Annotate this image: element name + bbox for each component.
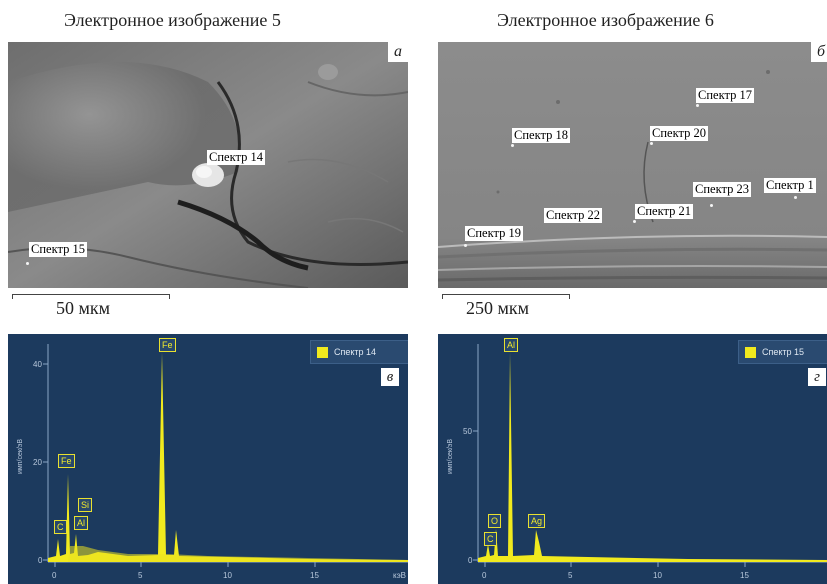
y-axis-label-15: имп/сек/эВ: [447, 439, 454, 474]
panel-corner-g: г: [808, 368, 826, 386]
y-tick-50: 50: [463, 427, 472, 436]
marker-spectrum-17: [696, 104, 699, 107]
peak-label-o-r: O: [488, 514, 502, 528]
x-tick-10: 10: [223, 571, 232, 580]
legend-15: Спектр 15: [738, 340, 827, 364]
legend-text-14: Спектр 14: [334, 347, 377, 357]
label-spectrum-20: Спектр 20: [650, 126, 708, 141]
spectrum-plot-15: 50 0 0 5 10 15 имп/сек/эВ: [447, 344, 827, 580]
x-unit-label: кэВ: [393, 571, 406, 580]
spectrum-panel-15: 50 0 0 5 10 15 имп/сек/эВ Спектр 15 г Al…: [438, 334, 827, 584]
scale-bar-6: [442, 294, 570, 299]
sem-image-5: а Спектр 14 Спектр 15: [8, 42, 408, 288]
peak-label-c-r: C: [484, 532, 497, 546]
peak-label-c: C: [54, 520, 67, 534]
y-tick-20: 20: [33, 458, 42, 467]
marker-spectrum-18: [511, 144, 514, 147]
label-spectrum-15: Спектр 15: [29, 242, 87, 257]
legend-text-15: Спектр 15: [762, 347, 805, 357]
peak-label-ag-r: Ag: [528, 514, 546, 528]
marker-spectrum-23: [710, 204, 713, 207]
image-title-6: Электронное изображение 6: [497, 10, 714, 30]
label-spectrum-18: Спектр 18: [512, 128, 570, 143]
legend-swatch-15: [745, 347, 756, 359]
y-tick-40: 40: [33, 360, 42, 369]
spectrum-panel-14: 40 20 0 0 5 10 15 кэВ имп/сек/эВ Спектр …: [8, 334, 408, 584]
label-spectrum-21: Спектр 21: [635, 204, 693, 219]
label-spectrum-17: Спектр 17: [696, 88, 754, 103]
spectrum-plot-14: 40 20 0 0 5 10 15 кэВ имп/сек/эВ: [17, 344, 408, 580]
label-spectrum-1: Спектр 1: [764, 178, 816, 193]
marker-spectrum-21: [633, 220, 636, 223]
sem-texture-6: [438, 42, 827, 288]
marker-spectrum-15: [26, 262, 29, 265]
label-spectrum-14: Спектр 14: [207, 150, 265, 165]
peak-label-al-r: Al: [504, 338, 519, 352]
spectrum-trace-14: [48, 352, 408, 562]
sem-image-6: б Спектр 17 Спектр 18 Спектр 20 Спектр 2…: [438, 42, 827, 288]
panel-corner-a: а: [388, 42, 408, 62]
x-tick-15: 15: [310, 571, 319, 580]
y-axis-label-14: имп/сек/эВ: [17, 439, 24, 474]
x-tick-5-r: 5: [568, 571, 573, 580]
label-spectrum-19: Спектр 19: [465, 226, 523, 241]
panel-corner-v: в: [381, 368, 399, 386]
y-tick-0-r: 0: [468, 556, 473, 565]
legend-14: Спектр 14: [310, 340, 408, 364]
x-tick-15-r: 15: [740, 571, 749, 580]
label-spectrum-22: Спектр 22: [544, 208, 602, 223]
legend-swatch-14: [317, 347, 328, 359]
x-tick-10-r: 10: [653, 571, 662, 580]
x-tick-0: 0: [52, 571, 57, 580]
peak-label-fe-low: Fe: [58, 454, 75, 468]
marker-spectrum-1: [794, 196, 797, 199]
image-title-5: Электронное изображение 5: [64, 10, 281, 30]
scale-bar-5: [12, 294, 170, 299]
peak-label-al: Al: [74, 516, 89, 530]
x-tick-5: 5: [138, 571, 143, 580]
peak-label-fe-main: Fe: [159, 338, 176, 352]
scale-text-6: 250 мкм: [466, 298, 530, 318]
peak-label-si: Si: [78, 498, 93, 512]
x-tick-0-r: 0: [482, 571, 487, 580]
panel-corner-b: б: [811, 42, 827, 62]
y-tick-0: 0: [38, 556, 43, 565]
label-spectrum-23: Спектр 23: [693, 182, 751, 197]
marker-spectrum-19: [464, 244, 467, 247]
scale-text-5: 50 мкм: [56, 298, 111, 318]
spectrum-trace-15: [478, 352, 827, 562]
marker-spectrum-20: [650, 142, 653, 145]
